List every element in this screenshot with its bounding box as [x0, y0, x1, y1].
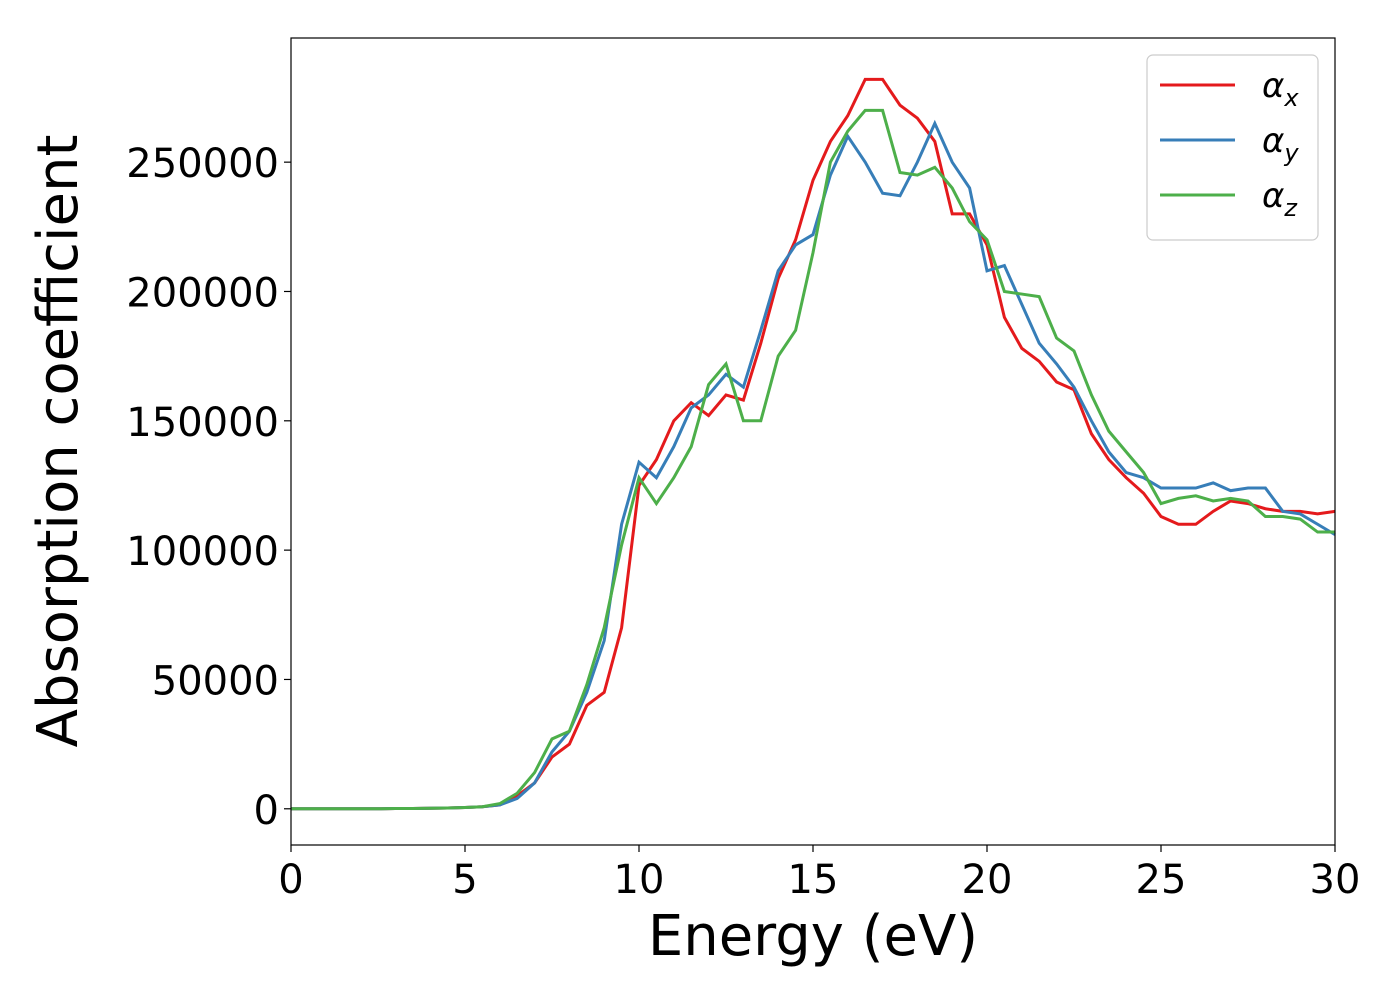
y-tick-label: 0	[254, 788, 279, 834]
y-tick-label: 200000	[126, 270, 279, 316]
x-axis-label: Energy (eV)	[648, 904, 978, 969]
y-axis-label: Absorption coefficient	[26, 135, 91, 748]
x-tick-label: 0	[278, 857, 303, 903]
y-tick-label: 150000	[126, 400, 279, 446]
y-tick-label: 250000	[126, 141, 279, 187]
y-tick-label: 50000	[152, 658, 279, 704]
legend-label: αy	[1262, 121, 1299, 167]
x-tick-label: 5	[452, 857, 477, 903]
x-tick-label: 10	[614, 857, 665, 903]
x-tick-label: 15	[788, 857, 839, 903]
x-tick-label: 30	[1310, 857, 1361, 903]
data-line	[291, 108, 1335, 811]
x-tick-label: 25	[1136, 857, 1187, 903]
legend-label: αx	[1262, 66, 1299, 112]
legend-label: αz	[1262, 176, 1298, 222]
x-tick-label: 20	[962, 857, 1013, 903]
y-tick-label: 100000	[126, 529, 279, 575]
